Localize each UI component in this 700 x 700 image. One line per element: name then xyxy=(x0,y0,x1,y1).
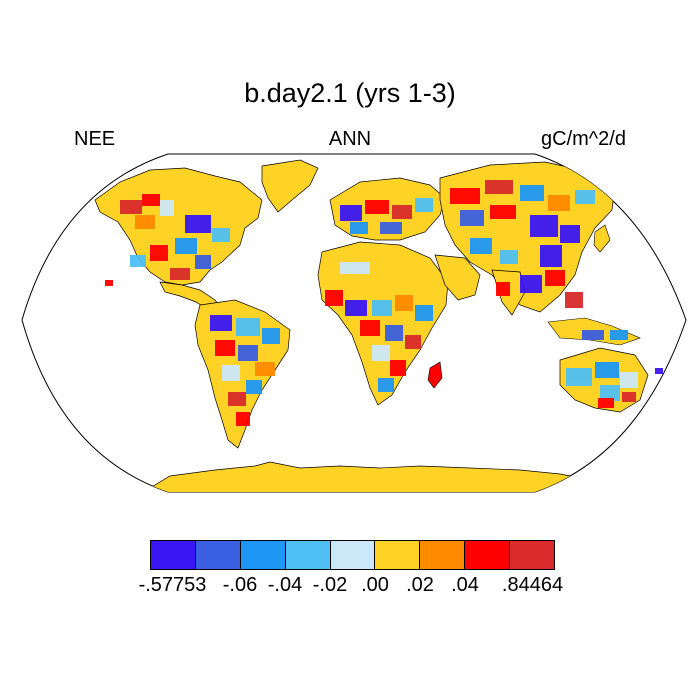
variable-label: NEE xyxy=(74,128,116,150)
north-america-land xyxy=(94,167,263,286)
colorbar-tick-label: .00 xyxy=(361,574,389,596)
units-label: gC/m^2/d xyxy=(541,128,626,150)
madagascar-land xyxy=(427,361,443,389)
greenland-land xyxy=(261,159,319,213)
japan-land xyxy=(593,224,611,253)
colorbar-tick-label: -.02 xyxy=(312,574,348,596)
colorbar-box xyxy=(420,541,466,569)
colorbar-tick-label: .04 xyxy=(451,574,479,596)
colorbar xyxy=(150,540,555,570)
colorbar-box xyxy=(240,541,286,569)
anomaly-patches xyxy=(105,180,663,426)
colorbar-box xyxy=(330,541,376,569)
colorbar-box xyxy=(510,541,555,569)
colorbar-tick-label: -.57753 xyxy=(138,574,207,596)
period-label: ANN xyxy=(328,128,372,150)
colorbar-tick-label: -.04 xyxy=(267,574,303,596)
colorbar-box xyxy=(285,541,331,569)
colorbar-tick-label: .84464 xyxy=(501,574,564,596)
colorbar-box xyxy=(375,541,421,569)
colorbar-tick-label: .02 xyxy=(406,574,434,596)
arabia-land xyxy=(434,254,481,301)
africa-land xyxy=(317,241,449,406)
map-title: b.day2.1 (yrs 1-3) xyxy=(244,78,456,108)
colorbar-tick-label: -.06 xyxy=(222,574,258,596)
colorbar-box xyxy=(151,541,196,569)
colorbar-box xyxy=(195,541,241,569)
colorbar-box xyxy=(465,541,511,569)
